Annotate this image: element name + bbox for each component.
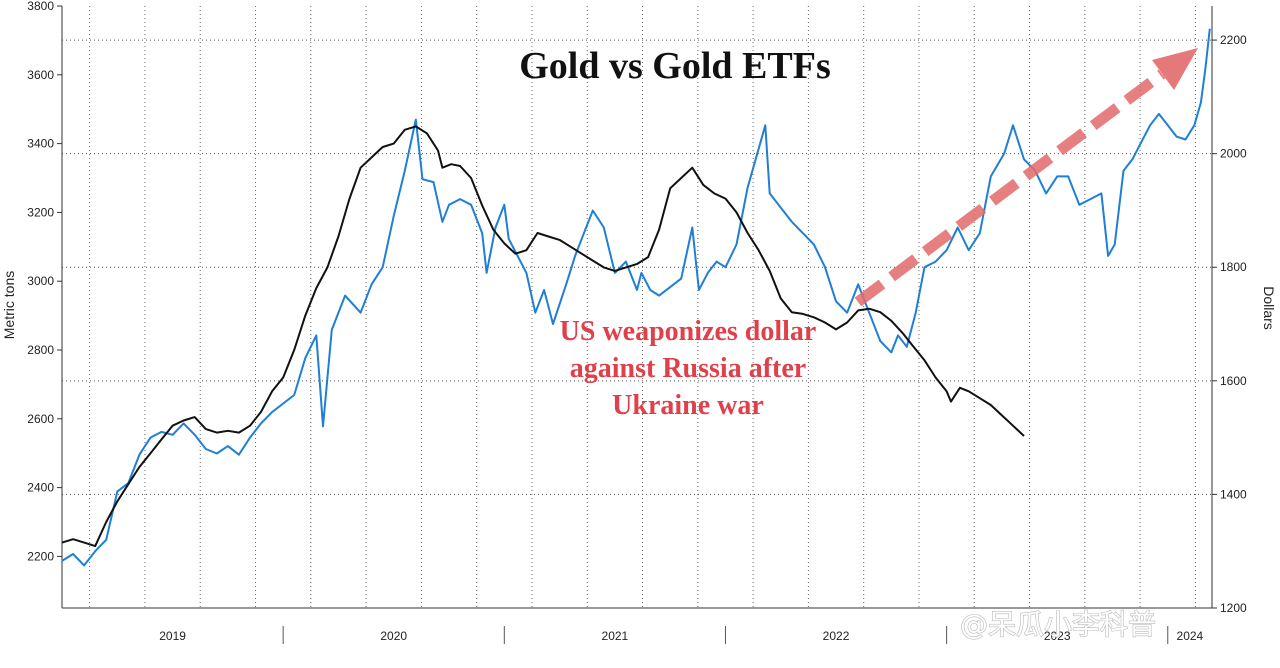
trend-arrow-head <box>1152 48 1198 90</box>
annotation-line-3: Ukraine war <box>612 390 764 421</box>
y-right-tick-label: 2000 <box>1220 147 1247 161</box>
x-tick-label: 2023 <box>1044 629 1071 643</box>
annotation-line-2: against Russia after <box>570 353 806 384</box>
y-left-tick-label: 3800 <box>27 0 54 13</box>
y-right-tick-label: 1800 <box>1220 260 1247 274</box>
y-axis-right-title: Dollars <box>1261 286 1277 330</box>
x-tick-label: 2022 <box>823 629 850 643</box>
series-line-etf-holdings <box>61 125 1025 548</box>
y-left-tick-label: 3600 <box>27 68 54 82</box>
trend-arrow-shaft <box>854 69 1166 307</box>
x-tick-label: 2019 <box>159 629 186 643</box>
annotation-line-1: US weaponizes dollar <box>560 316 817 347</box>
y-left-tick-label: 2800 <box>27 343 54 357</box>
y-right-tick-label: 1200 <box>1220 601 1247 615</box>
series-line-gold-price <box>61 28 1211 567</box>
x-tick-label: 2024 <box>1177 629 1204 643</box>
y-left-tick-label: 3400 <box>27 137 54 151</box>
y-right-tick-label: 1600 <box>1220 374 1247 388</box>
y-axis-left-title: Metric tons <box>1 271 17 339</box>
trend-arrow <box>854 48 1198 307</box>
y-left-tick-label: 2200 <box>27 549 54 563</box>
y-left-tick-label: 2400 <box>27 481 54 495</box>
grid <box>62 6 1212 609</box>
x-tick-label: 2021 <box>602 629 629 643</box>
chart-title: Gold vs Gold ETFs <box>519 45 830 87</box>
annotation: US weaponizes dollar against Russia afte… <box>560 316 817 421</box>
y-left-tick-label: 2600 <box>27 412 54 426</box>
y-right-tick-label: 1400 <box>1220 487 1247 501</box>
y-left-tick-label: 3000 <box>27 274 54 288</box>
series-layer <box>61 28 1211 567</box>
y-right-tick-label: 2200 <box>1220 33 1247 47</box>
y-left-tick-label: 3200 <box>27 205 54 219</box>
watermark: @呆瓜小李科普 <box>960 608 1156 641</box>
axes: 2200 2400 2600 2800 3000 3200 3400 3600 3800 1200… <box>27 0 1247 644</box>
x-tick-label: 2020 <box>380 629 407 643</box>
